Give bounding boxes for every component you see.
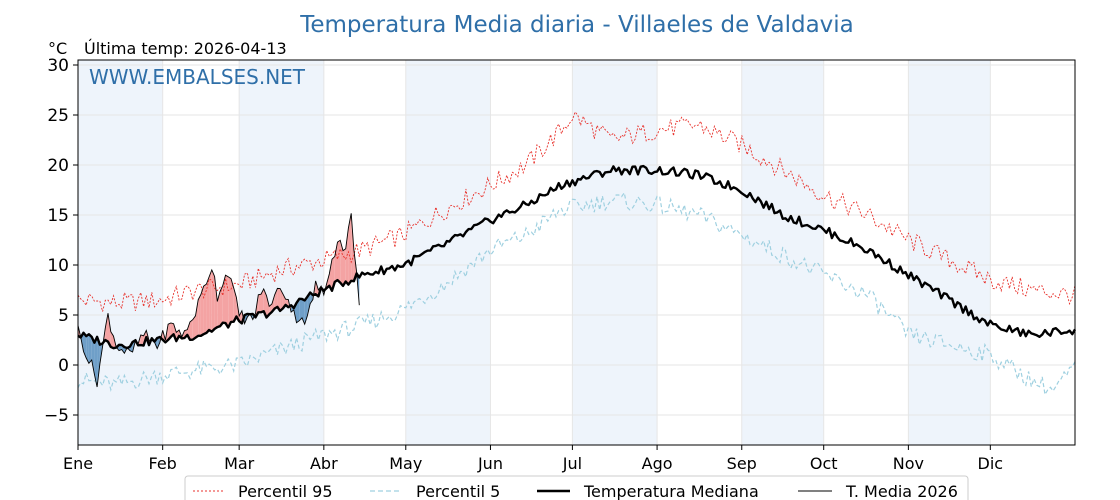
fill-above-median	[231, 278, 234, 322]
series-line-mediana	[77, 164, 1077, 350]
month-band	[572, 60, 658, 445]
fill-above-median	[203, 284, 207, 335]
fill-above-median	[222, 275, 226, 324]
fill-above-median	[280, 288, 283, 311]
legend-label-median: Temperatura Mediana	[583, 482, 759, 500]
fill-below-median	[86, 334, 89, 364]
x-tick-label: Abr	[310, 454, 338, 473]
fill-above-median	[192, 315, 196, 340]
unit-label: °C	[48, 39, 67, 58]
x-tick-label: Ago	[642, 454, 673, 473]
plot-frame	[77, 59, 1076, 446]
fill-above-median	[334, 242, 338, 282]
legend-label-p5: Percentil 5	[416, 482, 500, 500]
fill-above-median	[168, 323, 171, 340]
fill-above-median	[315, 280, 319, 297]
fill-above-median	[190, 319, 193, 340]
fill-below-median	[299, 298, 302, 321]
x-tick-label: Oct	[810, 454, 838, 473]
last-temp-label: Última temp: 2026-04-13	[84, 39, 287, 58]
grid-lines	[77, 60, 1075, 445]
x-tick-label: May	[389, 454, 422, 473]
fill-below-median	[83, 332, 87, 358]
fill-above-median	[348, 213, 352, 285]
series-line-2026	[77, 213, 360, 388]
month-band	[908, 60, 991, 445]
fill-above-median	[108, 313, 111, 347]
fill-below-median	[307, 292, 311, 316]
series-line-percentil-95	[77, 111, 1076, 312]
legend-label-p95: Percentil 95	[238, 482, 333, 500]
fill-above-median	[277, 288, 281, 311]
fill-above-median	[211, 269, 215, 332]
fill-above-median	[195, 299, 199, 338]
fill-above-median	[266, 295, 270, 318]
fill-below-median	[296, 298, 300, 323]
fill-above-median	[198, 294, 201, 336]
fill-below-median	[91, 336, 95, 375]
y-tick-label: −5	[44, 406, 69, 426]
fill-above-median	[261, 288, 264, 313]
month-band	[239, 60, 324, 445]
x-tick-label: Nov	[893, 454, 924, 473]
legend: Percentil 95 Percentil 5 Temperatura Med…	[184, 475, 969, 500]
legend-box	[184, 475, 969, 500]
x-tick-label: Ene	[63, 454, 93, 473]
y-tick-label: 15	[47, 206, 69, 226]
x-tick-label: Jun	[477, 454, 503, 473]
month-band	[405, 60, 491, 445]
fill-above-median	[105, 313, 108, 342]
x-tick-label: Sep	[727, 454, 757, 473]
fill-below-median	[97, 336, 100, 387]
chart-title: Temperatura Media diaria - Villaeles de …	[299, 12, 854, 38]
fill-above-median	[258, 294, 261, 313]
x-axis-ticks: Ene Feb Mar Abr May Jun Jul Ago Sep Oct Nov Dic	[63, 445, 1003, 473]
y-tick-label: 20	[47, 156, 69, 176]
fill-below-median	[302, 299, 305, 325]
month-band	[741, 60, 824, 445]
month-band	[78, 60, 163, 445]
fill-above-median	[343, 248, 346, 286]
fill-above-median	[345, 228, 349, 285]
fill-above-median	[337, 240, 341, 283]
fill-above-median	[200, 286, 204, 336]
fill-above-median	[140, 334, 144, 346]
y-tick-label: 0	[58, 356, 69, 376]
fill-above-median	[206, 276, 210, 333]
y-axis-ticks: −5 0 5 10 15 20 25 30	[44, 56, 78, 426]
month-bands	[78, 60, 991, 445]
y-tick-label: 10	[47, 256, 69, 276]
fill-below-median	[119, 344, 122, 351]
x-tick-label: Dic	[978, 454, 1004, 473]
fill-below-median	[157, 337, 160, 349]
fill-above-median	[214, 276, 218, 329]
series-line-percentil-5	[77, 191, 1076, 397]
x-tick-label: Mar	[224, 454, 255, 473]
fill-above-median	[209, 269, 212, 332]
fill-below-median	[88, 334, 92, 364]
series-lines	[77, 111, 1077, 397]
watermark: WWW.EMBALSES.NET	[89, 65, 306, 89]
x-tick-label: Feb	[149, 454, 177, 473]
x-tick-label: Jul	[562, 454, 582, 473]
y-tick-label: 5	[58, 306, 69, 326]
fill-above-median	[351, 213, 354, 282]
fill-above-median	[329, 259, 332, 291]
fill-above-median	[220, 285, 223, 327]
legend-label-2026: T. Media 2026	[845, 482, 958, 500]
y-tick-label: 25	[47, 106, 69, 126]
y-tick-label: 30	[47, 56, 69, 76]
fill-above-median	[228, 276, 231, 328]
fill-below-median	[94, 336, 98, 387]
